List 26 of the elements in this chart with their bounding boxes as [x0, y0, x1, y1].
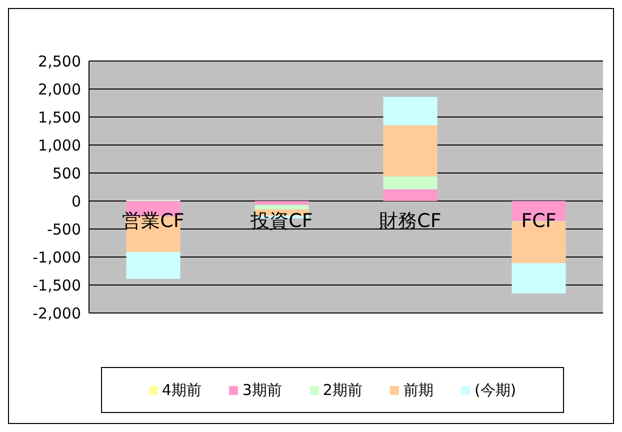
x-tick-label: 営業CF [122, 210, 184, 232]
y-tick-label: -2,000 [32, 304, 81, 322]
y-tick-label: 1,500 [38, 108, 81, 126]
bar [383, 176, 438, 190]
y-tick-label: -500 [46, 220, 81, 238]
bar [126, 252, 180, 279]
y-tick-label: 2,500 [38, 52, 81, 70]
bar [383, 125, 438, 176]
x-tick-label: 財務CF [379, 210, 442, 232]
bar [254, 204, 309, 210]
x-tick-label: FCF [521, 210, 556, 232]
legend-label: 3期前 [242, 380, 282, 400]
legend-label: 前期 [403, 380, 434, 400]
bar [383, 96, 438, 126]
y-tick-label: -1,000 [32, 248, 81, 266]
bar [512, 263, 566, 294]
y-tick-label: -1,500 [32, 276, 81, 294]
legend-label: 2期前 [322, 380, 362, 400]
y-tick-label: 0 [71, 192, 81, 210]
y-tick-label: 1,000 [38, 136, 81, 154]
y-tick-label: 2,000 [38, 80, 81, 98]
bar [254, 201, 309, 205]
y-tick-label: 500 [52, 164, 81, 182]
legend-label: (今期) [474, 380, 516, 400]
legend-label: 4期前 [162, 380, 202, 400]
bar [383, 189, 438, 201]
